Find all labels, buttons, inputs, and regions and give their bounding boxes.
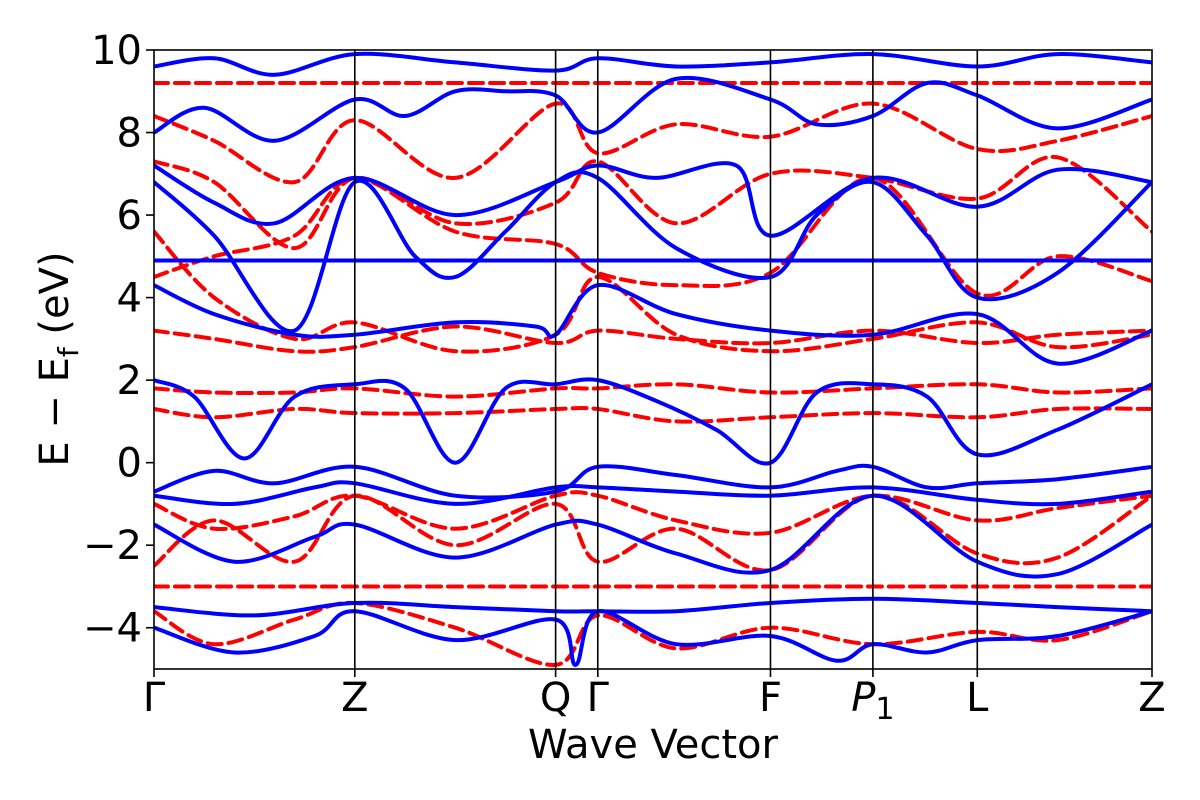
y-tick-label: −4 [83, 606, 142, 652]
y-tick-label: 6 [117, 193, 142, 239]
kpoint-label: Q [540, 675, 571, 721]
y-tick-label: 2 [117, 358, 142, 404]
y-tick-label: 0 [117, 441, 142, 487]
y-tick-label: 4 [117, 276, 142, 322]
y-tick-label: −2 [83, 523, 142, 569]
kpoint-label: Γ [587, 675, 610, 721]
kpoint-label: F [759, 675, 782, 721]
plot-frame [153, 49, 1153, 670]
band-line-solid [154, 463, 1152, 500]
x-axis-label: Wave Vector [528, 722, 779, 768]
band-line-solid [154, 161, 1152, 238]
y-tick-label: 10 [91, 28, 142, 74]
x-axis-kpoint-labels: Γ Z Q Γ F P1 L Z [143, 669, 1166, 727]
high-symmetry-lines [354, 50, 979, 669]
y-tick-label: 8 [117, 111, 142, 157]
kpoint-label: L [966, 675, 989, 721]
y-axis-label: E − Ef (eV) [32, 251, 85, 466]
kpoint-label: P1 [851, 675, 894, 727]
band-line-solid [154, 75, 1152, 143]
kpoint-label: Z [341, 675, 368, 721]
kpoint-label: Γ [143, 675, 166, 721]
band-line-dashed [154, 154, 1152, 251]
band-line-solid [154, 609, 1152, 667]
y-axis-ticks: −4 −2 0 2 4 6 8 10 [83, 28, 154, 652]
kpoint-label: Z [1138, 675, 1165, 721]
